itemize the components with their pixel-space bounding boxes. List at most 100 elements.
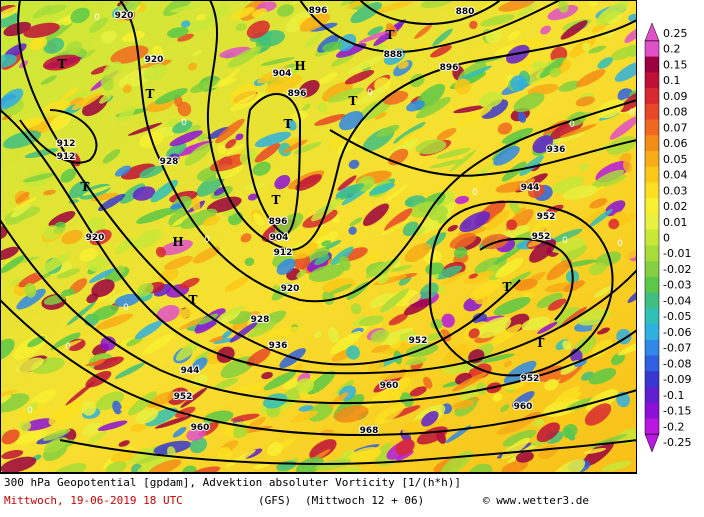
field-blob [517, 111, 527, 123]
field-blob [336, 137, 358, 155]
contour-label: 920 [281, 284, 300, 294]
field-blob [23, 22, 60, 38]
field-blob [214, 378, 238, 390]
field-blob [15, 357, 44, 374]
field-blob [102, 61, 123, 80]
field-blob [19, 420, 32, 432]
field-blob [406, 100, 425, 112]
field-blob [143, 64, 167, 81]
field-blob [267, 442, 283, 457]
contour-label: 896 [440, 63, 459, 73]
contour-label: 888 [384, 50, 403, 60]
field-blob [235, 23, 247, 32]
field-blob [346, 345, 360, 360]
field-blob [503, 360, 512, 368]
field-blob [202, 215, 221, 227]
field-blob [231, 413, 260, 422]
field-blob [369, 182, 395, 195]
field-blob [13, 197, 37, 211]
field-blob [267, 326, 304, 338]
contour-label: 968 [360, 426, 379, 436]
field-blob [328, 283, 353, 295]
field-blob [134, 320, 163, 340]
field-blob [463, 270, 494, 285]
field-blob [291, 242, 319, 260]
field-blob [139, 165, 164, 179]
zero-label: 0 [123, 303, 129, 313]
field-blob [397, 61, 409, 69]
field-blob [379, 442, 392, 452]
map-border [0, 0, 637, 473]
field-blob [459, 211, 491, 233]
field-blob [1, 429, 20, 445]
field-blob [432, 28, 453, 47]
field-blob [225, 449, 256, 468]
field-blob [367, 26, 384, 36]
field-blob [582, 42, 591, 52]
field-blob [126, 336, 143, 347]
field-blob [261, 371, 273, 380]
field-blob [276, 258, 296, 275]
field-blob [154, 415, 192, 429]
field-blob [341, 247, 368, 262]
field-blob [589, 209, 613, 227]
field-blob [308, 402, 334, 422]
colorbar-swatch [645, 150, 659, 168]
field-blob [501, 460, 529, 473]
field-blob [95, 313, 134, 330]
field-blob [30, 389, 57, 407]
colorbar-label: 0.1 [663, 74, 681, 87]
field-blob [558, 0, 569, 13]
field-blob [114, 362, 146, 379]
pressure-center: T [284, 117, 293, 131]
field-blob [0, 6, 21, 20]
contour [299, 0, 561, 53]
field-blob [589, 198, 608, 209]
field-blob [388, 313, 408, 326]
field-blob [148, 459, 182, 473]
field-blob [100, 336, 116, 351]
colorbar-label: 0.01 [663, 216, 688, 229]
field-blob [589, 262, 607, 276]
field-blob [91, 279, 115, 297]
field-blob [170, 306, 199, 321]
field-blob [559, 124, 597, 138]
field-blob [303, 32, 323, 49]
field-blob [122, 84, 132, 94]
field-blob [90, 65, 111, 75]
contour-label: 912 [274, 248, 293, 258]
field-blob [142, 333, 174, 355]
field-blob [516, 3, 538, 17]
field-blob [527, 84, 559, 96]
zero-label: 0 [569, 120, 575, 130]
field-blob [390, 265, 413, 272]
colorbar-swatch [645, 135, 659, 152]
field-blob [60, 168, 76, 183]
field-blob [136, 282, 154, 297]
colorbar-swatch [645, 245, 659, 262]
contour-label: 896 [269, 217, 288, 227]
field-blob [100, 75, 114, 91]
colorbar-label: 0.04 [663, 169, 688, 182]
field-blob [177, 33, 194, 42]
field-blob [593, 285, 613, 298]
field-blob [624, 28, 637, 44]
zero-label: 0 [367, 88, 373, 98]
field-blob [154, 88, 188, 105]
field-blob [437, 215, 448, 224]
colorbar-swatch [645, 371, 659, 388]
field-blob [271, 282, 293, 301]
field-blob [43, 37, 65, 54]
field-blob [184, 142, 213, 166]
field-blob [562, 424, 578, 439]
field-blob [614, 61, 637, 82]
field-blob [92, 358, 106, 366]
field-blob [296, 378, 315, 393]
field-blob [3, 21, 32, 37]
field-blob [405, 357, 427, 366]
field-blob [159, 239, 193, 256]
field-blob [588, 368, 617, 385]
field-blob [88, 268, 115, 284]
contour-label: 920 [115, 11, 134, 21]
field-blob [87, 217, 107, 233]
